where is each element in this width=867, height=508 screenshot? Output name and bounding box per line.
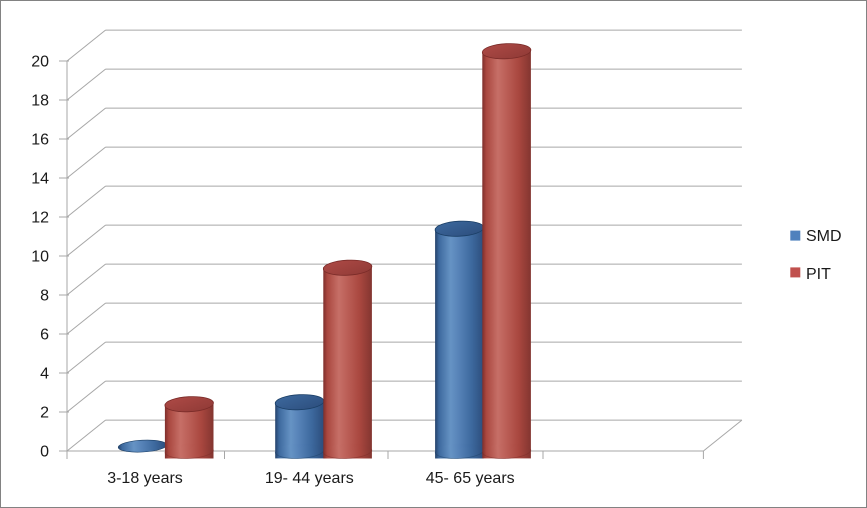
svg-text:19- 44 years: 19- 44 years [265, 470, 354, 487]
svg-text:PIT: PIT [806, 266, 831, 283]
svg-text:2: 2 [40, 405, 49, 422]
svg-text:16: 16 [31, 132, 49, 149]
svg-text:12: 12 [31, 210, 49, 227]
svg-text:20: 20 [31, 54, 49, 71]
svg-text:3-18 years: 3-18 years [107, 470, 183, 487]
svg-text:SMD: SMD [806, 228, 842, 245]
svg-text:10: 10 [31, 249, 49, 266]
svg-text:45- 65 years: 45- 65 years [426, 470, 515, 487]
svg-text:4: 4 [40, 366, 49, 383]
svg-text:6: 6 [40, 327, 49, 344]
svg-text:14: 14 [31, 171, 49, 188]
svg-text:8: 8 [40, 288, 49, 305]
svg-text:0: 0 [40, 444, 49, 461]
svg-text:18: 18 [31, 93, 49, 110]
